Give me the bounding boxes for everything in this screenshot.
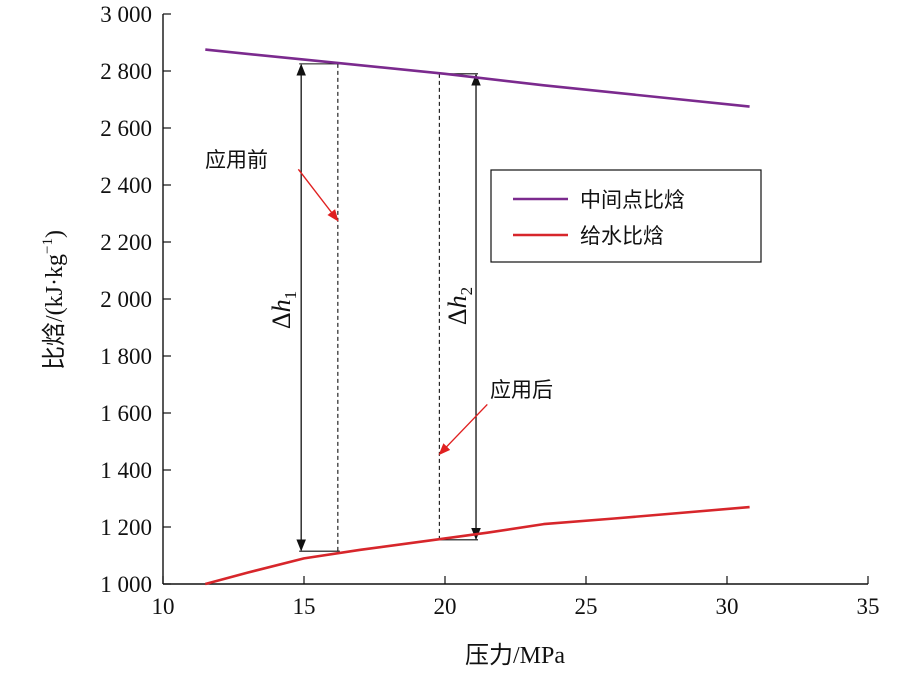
- delta-h1-label: Δh1: [267, 291, 300, 329]
- legend-label-feedwater: 给水比焓: [580, 224, 664, 248]
- tick-marks: [162, 13, 869, 585]
- legend-label-midpoint: 中间点比焓: [580, 188, 685, 212]
- delta-h1-symbol: Δ: [267, 312, 296, 329]
- delta-h2-label: Δh2: [443, 287, 476, 325]
- series-lines: [204, 48, 750, 586]
- delta-h2-sub: 2: [457, 287, 476, 296]
- x-tick-label: 15: [293, 594, 316, 619]
- series-line-1: [204, 505, 750, 586]
- y-tick-label: 3 000: [100, 2, 152, 27]
- axes: [162, 14, 868, 585]
- y-axis-title: 比焓/(kJ·kg−1): [40, 230, 68, 370]
- y-axis-title-close: ): [42, 230, 68, 238]
- delta-h2-symbol: Δ: [443, 308, 472, 325]
- y-tick-label: 1 400: [100, 458, 152, 483]
- y-tick-label: 2 600: [100, 116, 152, 141]
- x-axis-title: 压力/MPa: [465, 642, 565, 669]
- delta-h2-var: h: [443, 295, 472, 308]
- y-tick-label: 2 800: [100, 59, 152, 84]
- y-axis-title-superscript: −1: [40, 238, 56, 254]
- y-tick-label: 1 200: [100, 515, 152, 540]
- tick-labels: 10 15 20 25 30 35 1 000 1 200 1 400 1 600 1 800 2 0…: [100, 2, 879, 619]
- y-tick-label: 2 400: [100, 173, 152, 198]
- x-tick-label: 35: [857, 594, 880, 619]
- delta-h1-sub: 1: [281, 291, 300, 300]
- x-tick-label: 10: [152, 594, 175, 619]
- after-label: 应用后: [490, 378, 553, 402]
- legend-box: [490, 169, 762, 263]
- y-tick-label: 2 000: [100, 287, 152, 312]
- after-pointer-arrow: [438, 403, 488, 456]
- y-axis-title-main: 比焓/(kJ·kg: [41, 254, 68, 370]
- x-tick-label: 20: [434, 594, 457, 619]
- before-pointer-arrow: [297, 168, 339, 222]
- delta-h1-var: h: [267, 299, 296, 312]
- y-tick-label: 1 800: [100, 344, 152, 369]
- y-tick-label: 1 600: [100, 401, 152, 426]
- before-label: 应用前: [205, 148, 268, 172]
- legend: 中间点比焓 给水比焓: [490, 169, 762, 263]
- x-tick-label: 30: [716, 594, 739, 619]
- y-tick-label: 1 000: [100, 572, 152, 597]
- y-tick-label: 2 200: [100, 230, 152, 255]
- x-tick-label: 25: [575, 594, 598, 619]
- series-line-0: [205, 48, 750, 108]
